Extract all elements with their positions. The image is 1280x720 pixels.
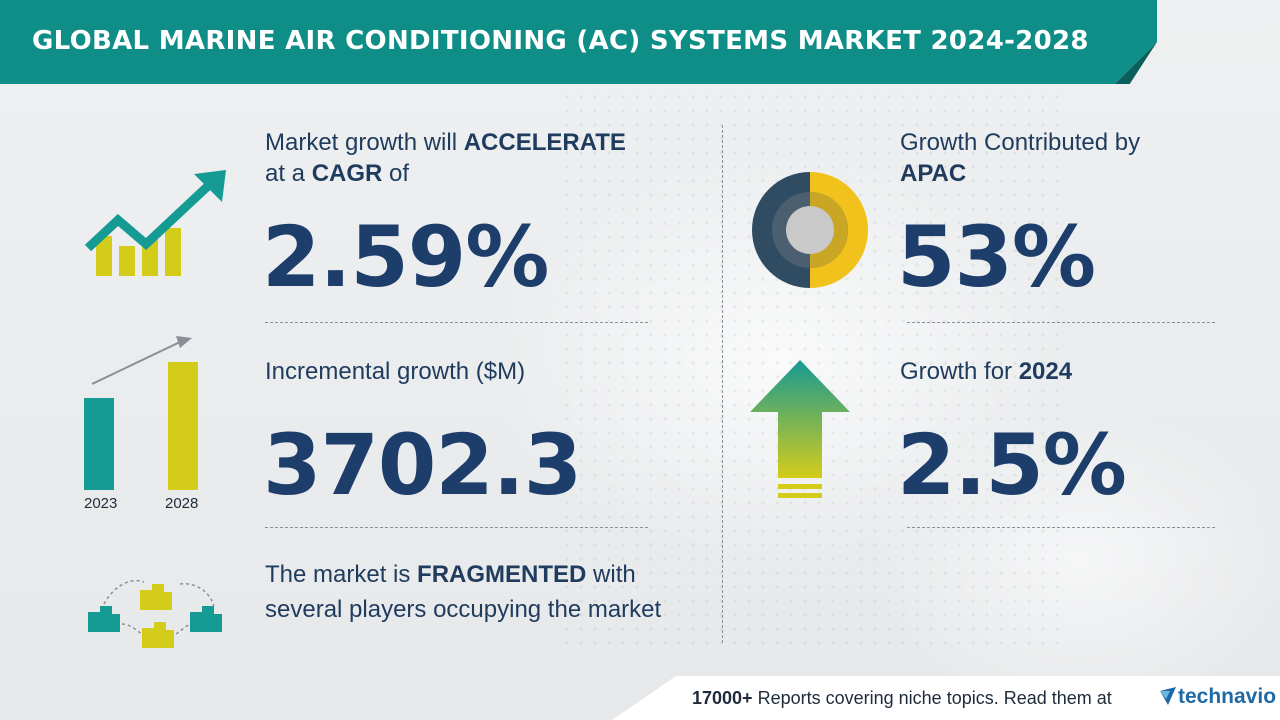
region-caption-text: Growth Contributed by [900, 129, 1141, 156]
region-caption: Growth Contributed by APAC [900, 127, 1200, 189]
buildings-network-icon [88, 579, 222, 648]
cagr-caption-cagr: CAGR [311, 160, 383, 187]
separator-cagr [265, 322, 648, 323]
market-caption-prefix: The market is [265, 561, 411, 588]
market-caption: The market is FRAGMENTED with several pl… [265, 557, 695, 627]
separator-region [907, 322, 1215, 323]
column-divider [722, 125, 723, 643]
separator-yoy [907, 527, 1215, 528]
technavio-logo[interactable]: technavio [1160, 685, 1276, 709]
technavio-logo-icon [1160, 687, 1176, 705]
region-value: 53% [897, 208, 1096, 306]
yoy-caption-prefix: Growth for [900, 358, 1013, 385]
bar-growth-icon [84, 336, 198, 490]
yoy-caption-year: 2024 [1018, 358, 1073, 385]
donut-chart-icon [752, 172, 868, 288]
market-caption-strong: FRAGMENTED [417, 561, 587, 588]
page-title: GLOBAL MARINE AIR CONDITIONING (AC) SYST… [32, 26, 1089, 56]
cagr-caption-strong: ACCELERATE [463, 129, 626, 156]
footer-description: Reports covering niche topics. Read them… [757, 688, 1112, 708]
cagr-caption-prefix: Market growth will [265, 129, 458, 156]
rising-chart-icon [84, 170, 226, 276]
footer-count: 17000+ [692, 688, 753, 708]
year-start-label: 2023 [84, 495, 118, 512]
cagr-value: 2.59% [262, 208, 549, 306]
cagr-caption: Market growth will ACCELERATE at a CAGR … [265, 127, 685, 189]
header-banner [0, 0, 1157, 84]
footer-text: 17000+ Reports covering niche topics. Re… [692, 688, 1112, 709]
market-caption-rest: with several players occupying the marke… [265, 561, 662, 623]
region-name: APAC [900, 160, 967, 187]
yoy-caption: Growth for 2024 [900, 356, 1072, 387]
incremental-caption: Incremental growth ($M) [265, 358, 526, 385]
cagr-caption-of: of [389, 160, 410, 187]
cagr-caption-line2-prefix: at a [265, 160, 306, 187]
up-arrow-icon [750, 360, 850, 498]
separator-incremental [265, 527, 648, 528]
technavio-logo-text: technavio [1178, 685, 1277, 708]
year-end-label: 2028 [165, 495, 199, 512]
yoy-value: 2.5% [897, 416, 1127, 514]
incremental-value: 3702.3 [263, 416, 582, 514]
